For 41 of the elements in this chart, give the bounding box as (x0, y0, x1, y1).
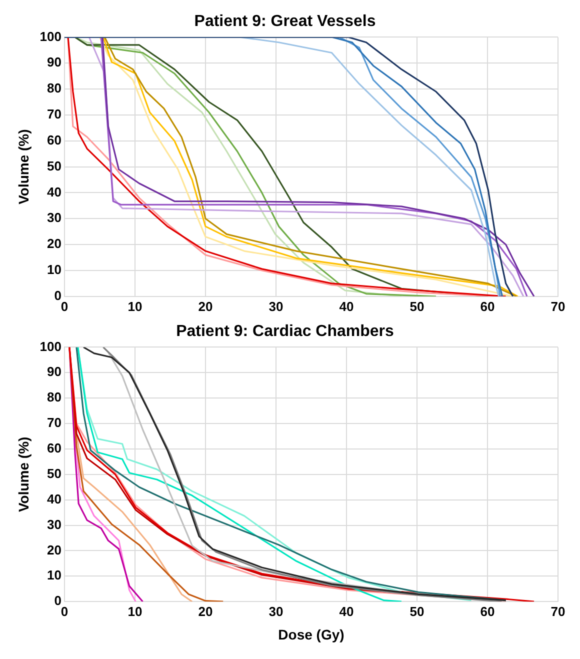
y-tick-label: 100 (40, 28, 62, 44)
y-axis-title: Volume (%) (15, 436, 32, 512)
y-tick-label: 100 (40, 338, 62, 354)
y-tick-label: 10 (47, 262, 62, 278)
x-tick-label: 40 (339, 604, 354, 619)
y-tick-label: 10 (47, 568, 62, 583)
y-tick-label: 0 (54, 288, 62, 303)
x-tick-label: 60 (480, 604, 495, 619)
x-tick-label: 20 (198, 298, 213, 314)
x-tick-label: 70 (550, 298, 566, 314)
x-tick-label: 10 (128, 298, 142, 314)
y-tick-label: 80 (47, 390, 62, 405)
x-tick-label: 50 (410, 298, 424, 314)
y-tick-label: 50 (47, 466, 62, 481)
x-tick-label: 30 (268, 604, 284, 619)
x-tick-label: 10 (128, 604, 142, 619)
y-tick-label: 30 (47, 516, 62, 532)
chart-title: Patient 9: Cardiac Chambers (176, 323, 394, 340)
y-tick-label: 70 (47, 415, 62, 430)
y-tick-label: 20 (47, 542, 62, 558)
y-tick-label: 70 (47, 106, 62, 122)
y-tick-label: 60 (47, 132, 62, 148)
y-tick-label: 50 (47, 158, 62, 174)
x-tick-label: 50 (410, 604, 424, 619)
y-tick-label: 0 (54, 593, 62, 608)
x-tick-label: 70 (550, 604, 566, 619)
y-tick-label: 90 (47, 364, 62, 380)
x-tick-label: 40 (339, 298, 354, 314)
y-tick-label: 20 (47, 236, 62, 252)
y-axis-title: Volume (%) (15, 129, 32, 204)
y-tick-label: 40 (47, 491, 62, 506)
x-tick-label: 20 (198, 604, 213, 619)
x-tick-label: 30 (268, 298, 284, 314)
x-axis-title: Dose (Gy) (278, 626, 344, 642)
chart-title: Patient 9: Great Vessels (194, 13, 376, 30)
y-tick-label: 30 (47, 210, 62, 226)
y-tick-label: 90 (47, 54, 62, 70)
y-tick-label: 80 (47, 80, 62, 96)
x-tick-label: 60 (480, 298, 495, 314)
y-tick-label: 40 (47, 184, 62, 200)
y-tick-label: 60 (47, 440, 62, 456)
